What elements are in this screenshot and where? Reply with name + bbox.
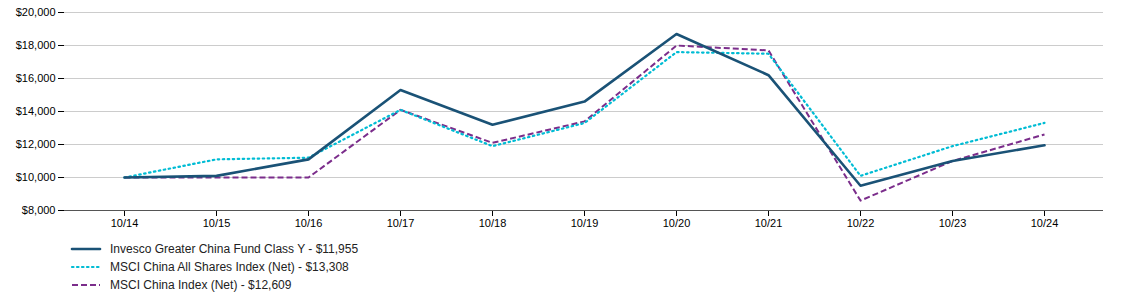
svg-text:$16,000: $16,000 (16, 72, 56, 84)
svg-text:10/24: 10/24 (1031, 217, 1059, 229)
svg-text:$14,000: $14,000 (16, 105, 56, 117)
svg-text:10/17: 10/17 (387, 217, 415, 229)
html-text:MSCI China All Shares Index (N: MSCI China All Shares Index (Net) - $13,… (110, 260, 349, 274)
svg-text:10/16: 10/16 (295, 217, 323, 229)
svg-text:10/20: 10/20 (663, 217, 691, 229)
svg-text:$20,000: $20,000 (16, 6, 56, 18)
svg-text:10/23: 10/23 (939, 217, 967, 229)
svg-text:10/19: 10/19 (571, 217, 599, 229)
svg-text:10/14: 10/14 (111, 217, 139, 229)
svg-text:10/22: 10/22 (847, 217, 875, 229)
svg-text:$12,000: $12,000 (16, 138, 56, 150)
svg-text:10/21: 10/21 (755, 217, 783, 229)
html-text:MSCI China Index (Net) - $12,6: MSCI China Index (Net) - $12,609 (110, 278, 292, 292)
html-text:Invesco Greater China Fund Cla: Invesco Greater China Fund Class Y - $11… (110, 242, 359, 256)
svg-text:$10,000: $10,000 (16, 171, 56, 183)
svg-text:10/18: 10/18 (479, 217, 507, 229)
svg-text:$18,000: $18,000 (16, 39, 56, 51)
svg-text:$8,000: $8,000 (22, 204, 56, 216)
svg-text:10/15: 10/15 (203, 217, 231, 229)
